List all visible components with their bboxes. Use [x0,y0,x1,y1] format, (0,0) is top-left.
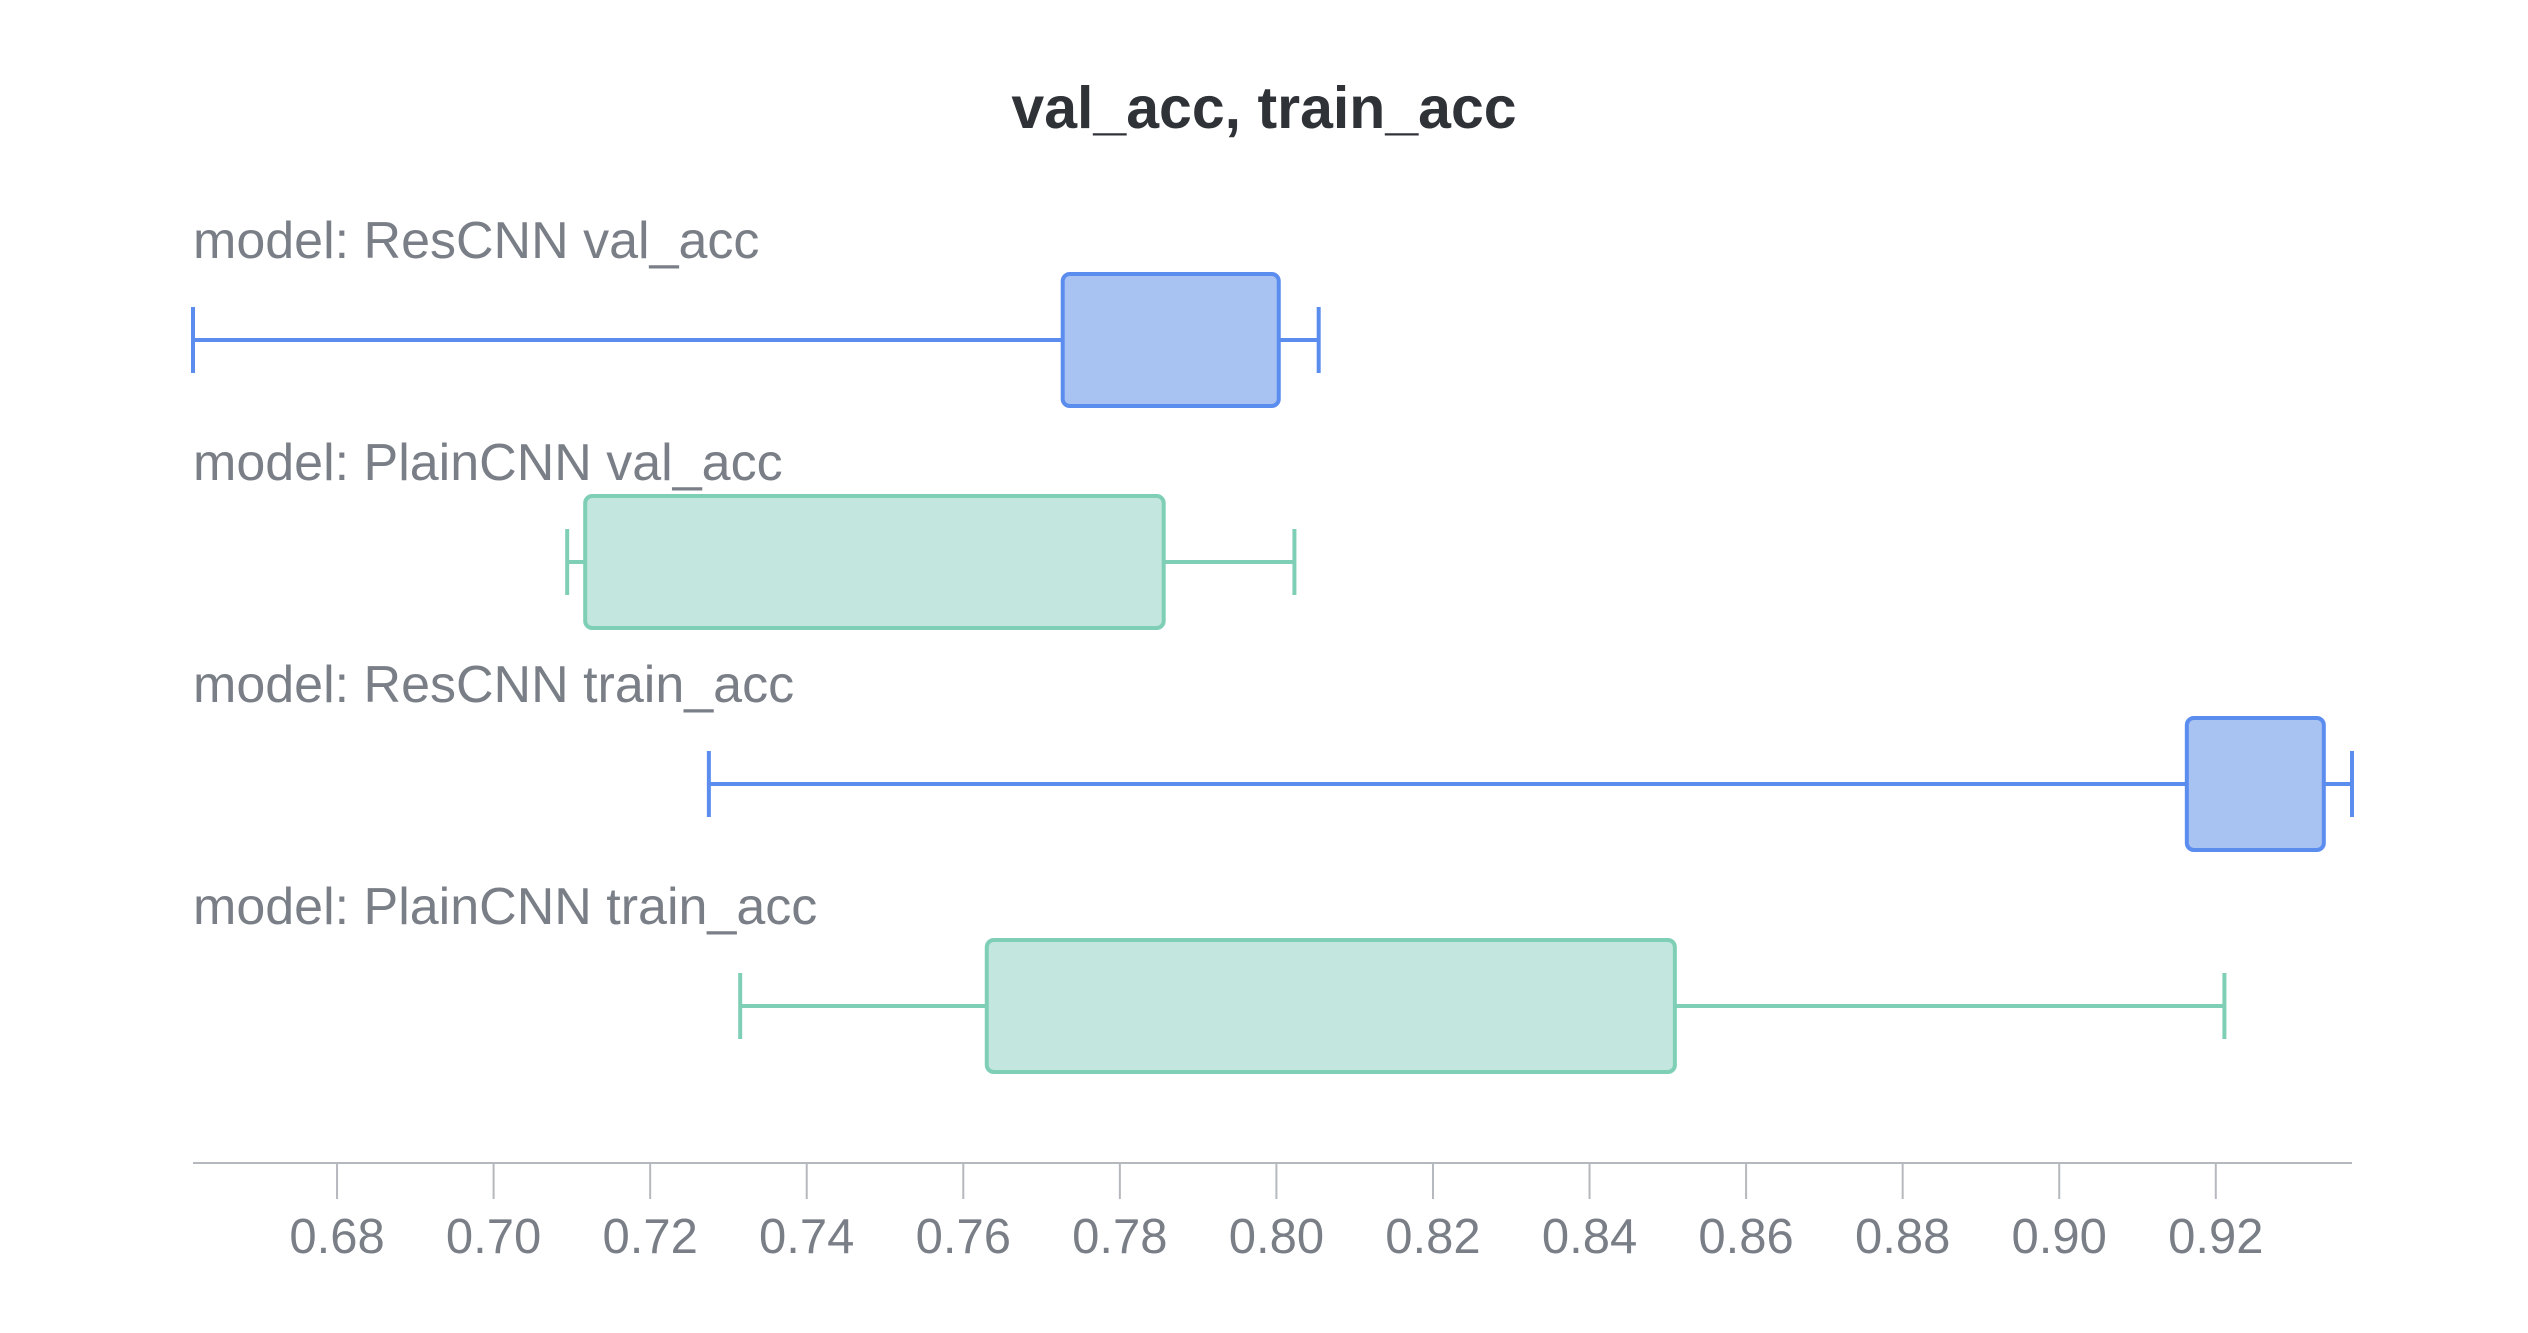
series-label: model: PlainCNN val_acc [193,434,783,492]
x-tick-label: 0.74 [759,1210,854,1264]
iqr-box [583,494,1166,630]
iqr-box [2184,716,2326,852]
x-tick-label: 0.70 [446,1210,541,1264]
x-tick-label: 0.88 [1855,1210,1950,1264]
chart-title: val_acc, train_acc [1011,75,1516,141]
series-label: model: PlainCNN train_acc [193,878,817,936]
x-tick-label: 0.82 [1385,1210,1480,1264]
x-tick-label: 0.86 [1698,1210,1793,1264]
x-axis: 0.68 0.70 0.72 0.74 0.76 0.78 0.80 0.82 0.84 0.86… [193,1162,2352,1264]
box-row: model: ResCNN val_acc [191,212,1321,408]
x-tick-label: 0.80 [1229,1210,1324,1264]
series-label: model: ResCNN train_acc [193,656,794,714]
series-label: model: ResCNN val_acc [193,212,759,270]
x-tick-label: 0.92 [2168,1210,2263,1264]
box-row: model: PlainCNN train_acc [193,878,2227,1074]
box-row: model: ResCNN train_acc [193,656,2354,852]
box-rows: model: ResCNN val_acc model: PlainCNN val… [191,212,2354,1074]
box-row: model: PlainCNN val_acc [193,434,1297,630]
x-tick-label: 0.68 [289,1210,384,1264]
x-tick-label: 0.84 [1542,1210,1637,1264]
x-tick-label: 0.90 [2012,1210,2107,1264]
x-tick-label: 0.72 [602,1210,697,1264]
x-tick-label: 0.76 [916,1210,1011,1264]
iqr-box [1060,272,1281,408]
x-tick-label: 0.78 [1072,1210,1167,1264]
iqr-box [984,938,1677,1074]
